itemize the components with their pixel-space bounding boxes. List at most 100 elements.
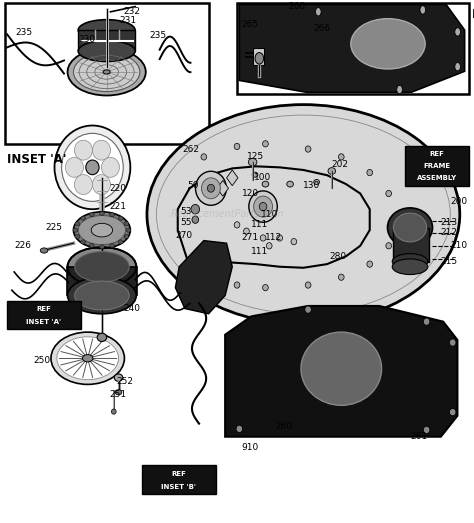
Text: 261: 261: [410, 432, 427, 441]
Ellipse shape: [423, 426, 430, 434]
Text: 210: 210: [450, 241, 467, 251]
Ellipse shape: [78, 20, 135, 41]
Ellipse shape: [423, 318, 430, 325]
Ellipse shape: [75, 281, 129, 310]
Text: 271: 271: [242, 233, 259, 243]
Ellipse shape: [455, 62, 460, 71]
Text: 50: 50: [187, 181, 199, 190]
Text: 270: 270: [175, 231, 192, 240]
Text: 110: 110: [261, 210, 278, 219]
Text: REF: REF: [36, 306, 51, 312]
Ellipse shape: [254, 196, 273, 217]
Ellipse shape: [78, 215, 126, 245]
Ellipse shape: [75, 252, 129, 282]
Ellipse shape: [305, 146, 311, 152]
Text: 232: 232: [123, 7, 140, 16]
Ellipse shape: [393, 213, 427, 242]
Ellipse shape: [338, 274, 344, 280]
Bar: [253, 49, 264, 65]
Polygon shape: [175, 241, 232, 314]
Ellipse shape: [449, 408, 456, 416]
Bar: [142, 465, 216, 494]
Ellipse shape: [73, 52, 140, 92]
Polygon shape: [227, 170, 238, 186]
Ellipse shape: [249, 191, 277, 222]
Ellipse shape: [387, 208, 432, 247]
Ellipse shape: [201, 154, 207, 160]
Polygon shape: [225, 306, 457, 437]
Text: 226: 226: [14, 241, 31, 251]
Text: 215: 215: [441, 257, 458, 266]
Text: REF: REF: [430, 151, 445, 157]
Ellipse shape: [67, 247, 136, 287]
Ellipse shape: [392, 254, 428, 269]
Ellipse shape: [386, 190, 392, 197]
Ellipse shape: [124, 234, 129, 238]
Text: 221: 221: [109, 202, 126, 211]
Ellipse shape: [287, 181, 293, 187]
Ellipse shape: [51, 332, 124, 384]
Ellipse shape: [114, 374, 123, 381]
Ellipse shape: [391, 217, 396, 223]
Bar: [78, 30, 135, 51]
Ellipse shape: [397, 85, 402, 94]
Text: 252: 252: [116, 377, 133, 386]
Text: 260: 260: [275, 422, 292, 431]
Ellipse shape: [328, 168, 336, 174]
Ellipse shape: [351, 19, 425, 69]
Ellipse shape: [201, 178, 220, 199]
Text: 120: 120: [242, 189, 259, 198]
Text: 112: 112: [265, 233, 283, 243]
Text: 235: 235: [15, 28, 32, 37]
Ellipse shape: [75, 234, 80, 238]
Bar: [7, 301, 81, 329]
Ellipse shape: [90, 244, 94, 248]
Text: ReplacementParts.com: ReplacementParts.com: [171, 209, 284, 220]
Text: 53: 53: [180, 207, 191, 217]
Ellipse shape: [291, 238, 297, 245]
Ellipse shape: [55, 126, 130, 209]
Ellipse shape: [195, 172, 227, 205]
Ellipse shape: [262, 181, 269, 187]
Text: 231: 231: [119, 16, 136, 26]
Ellipse shape: [73, 228, 78, 232]
Ellipse shape: [86, 160, 99, 175]
Ellipse shape: [81, 240, 85, 244]
Ellipse shape: [109, 212, 114, 217]
Ellipse shape: [367, 169, 373, 176]
Ellipse shape: [81, 216, 85, 220]
Polygon shape: [239, 4, 465, 93]
Text: 230: 230: [78, 35, 95, 44]
Ellipse shape: [40, 248, 48, 253]
Ellipse shape: [305, 282, 311, 288]
Text: 130: 130: [303, 181, 320, 190]
Ellipse shape: [147, 105, 460, 324]
Ellipse shape: [236, 425, 243, 433]
Ellipse shape: [111, 409, 116, 414]
Ellipse shape: [201, 269, 207, 275]
Bar: [237, 3, 469, 94]
Ellipse shape: [67, 277, 136, 314]
Ellipse shape: [314, 179, 319, 185]
Ellipse shape: [100, 211, 104, 215]
Ellipse shape: [263, 285, 268, 291]
Bar: [5, 3, 209, 144]
Text: INSET 'A': INSET 'A': [7, 153, 67, 166]
Ellipse shape: [259, 202, 267, 211]
Text: 125: 125: [246, 152, 264, 162]
Ellipse shape: [109, 244, 114, 248]
Ellipse shape: [252, 172, 258, 177]
Ellipse shape: [244, 228, 249, 234]
Ellipse shape: [78, 41, 135, 62]
Ellipse shape: [392, 259, 428, 275]
Text: 200: 200: [450, 197, 467, 206]
Ellipse shape: [260, 235, 266, 241]
Ellipse shape: [124, 222, 129, 226]
Ellipse shape: [91, 223, 112, 237]
Ellipse shape: [74, 140, 92, 160]
Text: 111: 111: [251, 246, 268, 256]
Text: 55: 55: [180, 218, 191, 227]
Ellipse shape: [115, 390, 122, 395]
Ellipse shape: [92, 175, 110, 195]
Ellipse shape: [65, 157, 83, 177]
